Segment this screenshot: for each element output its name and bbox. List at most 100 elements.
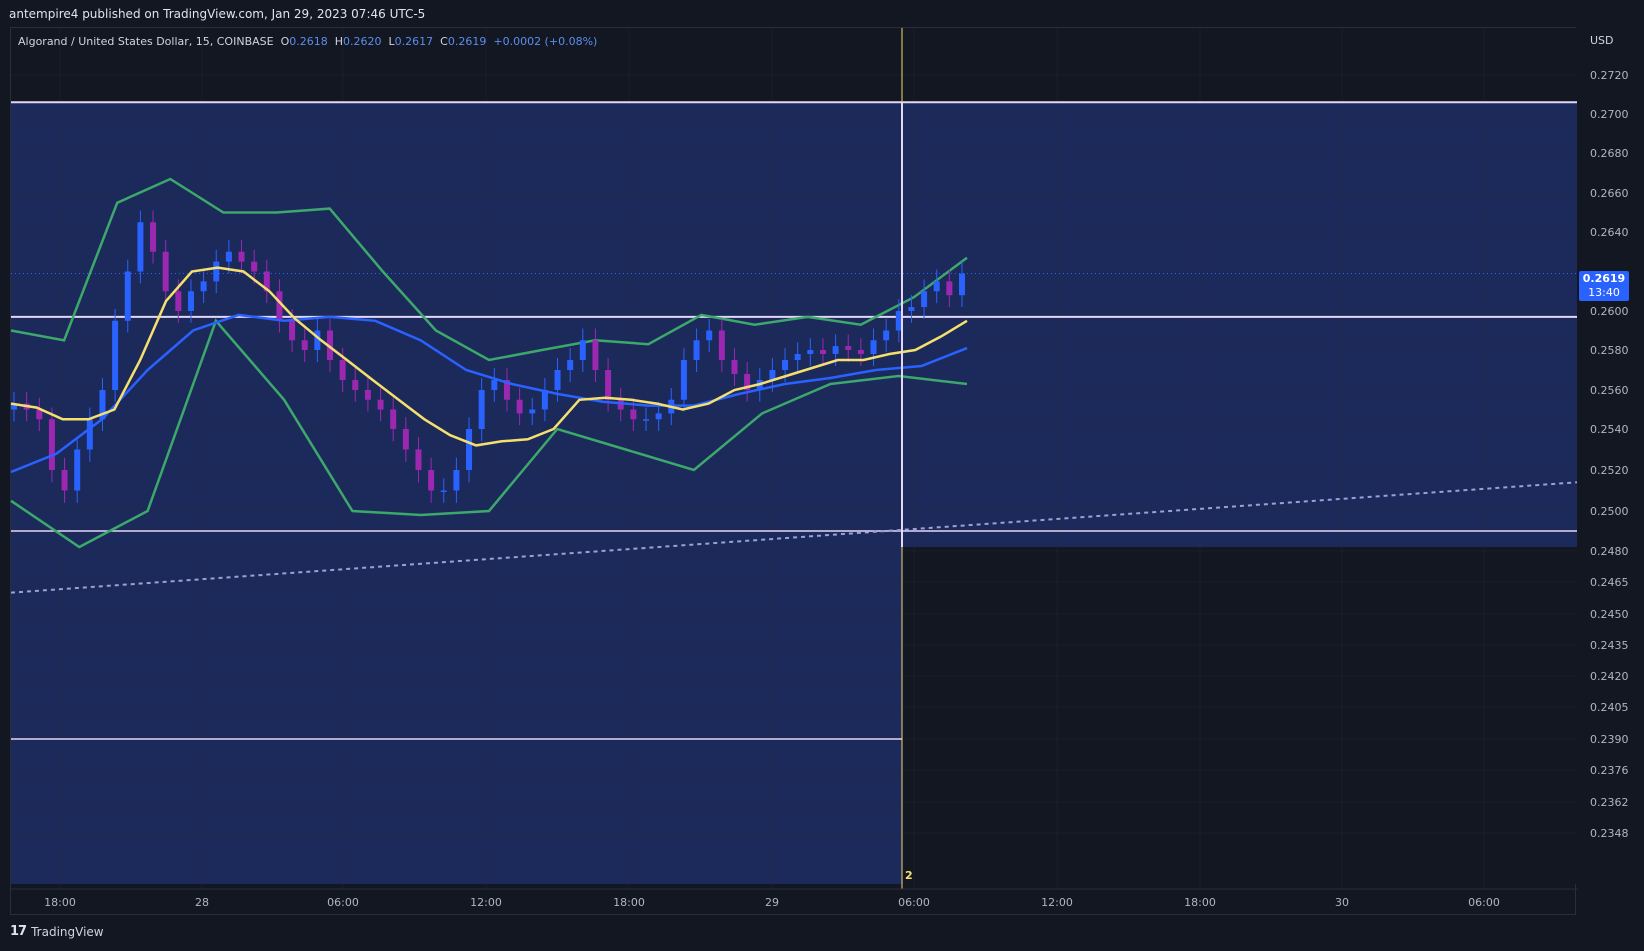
candle-body [200, 281, 207, 292]
level-lines[interactable] [11, 101, 1577, 740]
price-axis[interactable]: 0.2720 0.2700 0.2680 0.2660 0.2640 0.2600 0.25… [1590, 69, 1629, 840]
price-tick-label: 0.2520 [1590, 464, 1629, 477]
price-tick-label: 0.2540 [1590, 423, 1629, 436]
candle-body [390, 409, 397, 429]
candle-body [175, 291, 182, 311]
footer-brand[interactable]: 17 TradingView [10, 924, 104, 939]
candle-body [453, 470, 460, 491]
candle-body [680, 360, 687, 400]
last-price-value: 0.2619 [1582, 272, 1626, 285]
candle-body [36, 409, 43, 420]
candle-body [617, 399, 624, 410]
time-tick-label: 18:00 [1184, 896, 1216, 909]
candle-body [794, 354, 801, 360]
candle-body [314, 330, 321, 350]
candle-body [718, 330, 725, 360]
candle-body [251, 261, 258, 272]
open-value: 0.2618 [289, 35, 328, 48]
candle-body [832, 346, 839, 354]
candle-body [238, 251, 245, 262]
time-tick-label: 12:00 [470, 896, 502, 909]
candle-body [731, 360, 738, 374]
candle-body [845, 346, 852, 350]
candle-body [516, 399, 523, 414]
price-tick-label: 0.2560 [1590, 384, 1629, 397]
candle-body [503, 380, 510, 400]
open-label: O [280, 35, 290, 48]
time-tick-label: 18:00 [44, 896, 76, 909]
candle-body [908, 307, 915, 311]
close-value: 0.2619 [447, 35, 487, 48]
time-axis[interactable]: 18:00 28 06:00 12:00 18:00 29 06:00 12:00 18:00 3… [44, 896, 1500, 909]
symbol-title: Algorand / United States Dollar, 15, COI… [18, 35, 274, 48]
brand-text: TradingView [31, 924, 104, 939]
candle-body [946, 281, 953, 296]
change-value: +0.0002 (+0.08%) [493, 35, 598, 48]
bollinger-lower-band [10, 318, 968, 549]
candle-body [377, 399, 384, 410]
candle-body [706, 330, 713, 341]
price-tick-label: 0.2362 [1590, 796, 1629, 809]
bollinger-upper-band [10, 177, 968, 362]
price-tick-label: 0.2465 [1590, 576, 1629, 589]
candle-body [579, 340, 586, 360]
high-value: 0.2620 [343, 35, 382, 48]
price-tick-label: 0.2640 [1590, 226, 1629, 239]
candle-body [592, 340, 599, 370]
candle-body [301, 340, 308, 350]
candle-body [541, 390, 548, 410]
candle-body [744, 374, 751, 390]
candle-body [693, 340, 700, 360]
candle-body [124, 271, 131, 321]
time-tick-label: 12:00 [1041, 896, 1073, 909]
candle-body [857, 350, 864, 354]
bar-countdown: 13:40 [1588, 286, 1620, 299]
candle-body [605, 370, 612, 400]
candle-body [478, 390, 485, 429]
candle-body [352, 380, 359, 390]
candle-body [137, 222, 144, 272]
high-label: H [334, 35, 344, 48]
tradingview-logo-icon: 17 [10, 924, 27, 939]
candle-body [339, 360, 346, 380]
candle-body [440, 490, 447, 492]
candle-body [554, 370, 561, 390]
candle-body [402, 429, 409, 450]
low-label: L [388, 35, 395, 48]
price-tick-label: 0.2600 [1590, 305, 1629, 318]
candle-body [933, 281, 940, 292]
symbol-legend[interactable]: Algorand / United States Dollar, 15, COI… [18, 35, 597, 48]
cursor-marker-label: 2 [905, 869, 913, 882]
candle-body [225, 251, 232, 262]
candle-body [643, 419, 649, 421]
candle-body [655, 413, 662, 420]
candle-body [466, 429, 473, 470]
candle-body [327, 330, 333, 360]
candle-body [883, 330, 890, 341]
range-zone-right [902, 102, 1577, 547]
candle-body [162, 251, 169, 292]
candle-body [11, 403, 17, 410]
candle-body [567, 360, 574, 370]
currency-label[interactable]: USD [1590, 34, 1614, 47]
time-tick-label: 30 [1335, 896, 1349, 909]
candle-body [48, 419, 55, 470]
time-tick-label: 18:00 [613, 896, 645, 909]
candle-body [112, 320, 119, 390]
candle-body [276, 291, 283, 321]
price-tick-label: 0.2435 [1590, 639, 1629, 652]
dotted-trendline[interactable] [10, 481, 1578, 594]
low-value: 0.2617 [394, 35, 434, 48]
candle-body [289, 320, 296, 341]
grid-lines [11, 28, 1577, 889]
candle-body [187, 291, 194, 311]
candle-body [86, 419, 93, 450]
published-header: antempire4 published on TradingView.com,… [0, 0, 1644, 27]
time-tick-label: 06:00 [898, 896, 930, 909]
candle-body [630, 409, 637, 420]
price-tick-label: 0.2700 [1590, 108, 1629, 121]
last-price-tag: 0.2619 13:40 [1579, 271, 1629, 301]
candle-body [99, 390, 106, 420]
candle-body [415, 449, 422, 470]
